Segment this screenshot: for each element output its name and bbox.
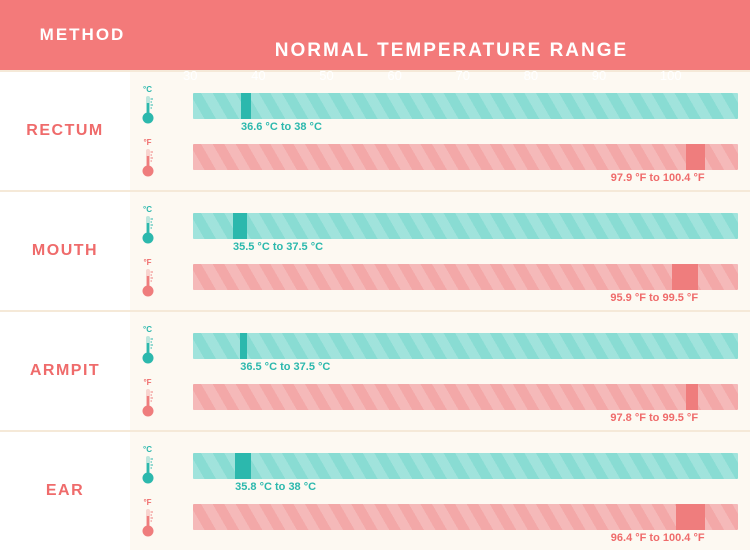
thermometer-celsius-icon: °C	[140, 325, 156, 365]
row-icons: °C °F	[130, 72, 165, 190]
header-range-cell: NORMAL TEMPERATURE RANGE 304050607080901…	[165, 0, 750, 70]
bar-bg	[193, 453, 738, 479]
bar-celsius: 35.8 °C to 38 °C	[193, 453, 738, 479]
bar-label-fahrenheit: 96.4 °F to 100.4 °F	[611, 532, 705, 544]
temperature-chart: METHOD NORMAL TEMPERATURE RANGE 30405060…	[0, 0, 750, 550]
bar-bg	[193, 93, 738, 119]
range-marker	[686, 384, 698, 410]
bar-label-fahrenheit: 97.9 °F to 100.4 °F	[611, 172, 705, 184]
range-marker	[241, 93, 251, 119]
thermometer-fahrenheit-icon: °F	[140, 258, 156, 298]
range-marker	[672, 264, 698, 290]
row-icons: °C °F	[130, 192, 165, 310]
row-rectum: RECTUM °C °F 36.6 °C to 38 °C 97.9 °F to 100…	[0, 70, 750, 190]
range-marker	[235, 453, 251, 479]
thermometer-celsius-icon: °C	[140, 445, 156, 485]
unit-f: °F	[143, 498, 151, 507]
bar-label-celsius: 36.6 °C to 38 °C	[241, 121, 322, 133]
row-bars: 36.5 °C to 37.5 °C 97.8 °F to 99.5 °F	[165, 312, 750, 430]
method-label: METHOD	[40, 25, 126, 45]
bar-fahrenheit: 97.9 °F to 100.4 °F	[193, 144, 738, 170]
row-bars: 35.5 °C to 37.5 °C 95.9 °F to 99.5 °F	[165, 192, 750, 310]
bar-label-celsius: 36.5 °C to 37.5 °C	[240, 361, 330, 373]
bar-label-fahrenheit: 97.8 °F to 99.5 °F	[610, 412, 698, 424]
bar-fahrenheit: 96.4 °F to 100.4 °F	[193, 504, 738, 530]
bar-bg	[193, 333, 738, 359]
header-method-cell: METHOD	[0, 0, 165, 70]
row-mouth: MOUTH °C °F 35.5 °C to 37.5 °C 95.9 °F to 99…	[0, 190, 750, 310]
bar-fahrenheit: 97.8 °F to 99.5 °F	[193, 384, 738, 410]
bar-label-fahrenheit: 95.9 °F to 99.5 °F	[610, 292, 698, 304]
row-ear: EAR °C °F 35.8 °C to 38 °C 96.4 °F to 100.4 …	[0, 430, 750, 550]
range-title: NORMAL TEMPERATURE RANGE	[165, 40, 738, 62]
row-bars: 36.6 °C to 38 °C 97.9 °F to 100.4 °F	[165, 72, 750, 190]
bar-bg	[193, 144, 738, 170]
range-marker	[686, 144, 704, 170]
thermometer-fahrenheit-icon: °F	[140, 138, 156, 178]
bar-stripes	[193, 333, 738, 359]
bar-fahrenheit: 95.9 °F to 99.5 °F	[193, 264, 738, 290]
thermometer-fahrenheit-icon: °F	[140, 498, 156, 538]
bar-stripes	[193, 264, 738, 290]
unit-c: °C	[143, 445, 152, 454]
bar-bg	[193, 213, 738, 239]
bar-celsius: 35.5 °C to 37.5 °C	[193, 213, 738, 239]
unit-f: °F	[143, 138, 151, 147]
bar-bg	[193, 264, 738, 290]
row-armpit: ARMPIT °C °F 36.5 °C to 37.5 °C 97.8 °F to 9…	[0, 310, 750, 430]
bar-stripes	[193, 93, 738, 119]
row-icons: °C °F	[130, 312, 165, 430]
row-icons: °C °F	[130, 432, 165, 550]
unit-c: °C	[143, 85, 152, 94]
bar-stripes	[193, 144, 738, 170]
header: METHOD NORMAL TEMPERATURE RANGE 30405060…	[0, 0, 750, 70]
row-label: MOUTH	[0, 192, 130, 310]
unit-f: °F	[143, 258, 151, 267]
bar-stripes	[193, 453, 738, 479]
thermometer-fahrenheit-icon: °F	[140, 378, 156, 418]
bar-stripes	[193, 504, 738, 530]
bar-celsius: 36.6 °C to 38 °C	[193, 93, 738, 119]
bar-label-celsius: 35.8 °C to 38 °C	[235, 481, 316, 493]
thermometer-celsius-icon: °C	[140, 85, 156, 125]
bar-label-celsius: 35.5 °C to 37.5 °C	[233, 241, 323, 253]
unit-c: °C	[143, 205, 152, 214]
unit-f: °F	[143, 378, 151, 387]
unit-c: °C	[143, 325, 152, 334]
bar-stripes	[193, 213, 738, 239]
row-label: ARMPIT	[0, 312, 130, 430]
range-marker	[676, 504, 705, 530]
range-marker	[240, 333, 247, 359]
range-marker	[233, 213, 248, 239]
bar-bg	[193, 384, 738, 410]
bar-bg	[193, 504, 738, 530]
bar-stripes	[193, 384, 738, 410]
rows-container: RECTUM °C °F 36.6 °C to 38 °C 97.9 °F to 100…	[0, 70, 750, 550]
bar-celsius: 36.5 °C to 37.5 °C	[193, 333, 738, 359]
row-bars: 35.8 °C to 38 °C 96.4 °F to 100.4 °F	[165, 432, 750, 550]
row-label: EAR	[0, 432, 130, 550]
thermometer-celsius-icon: °C	[140, 205, 156, 245]
row-label: RECTUM	[0, 72, 130, 190]
